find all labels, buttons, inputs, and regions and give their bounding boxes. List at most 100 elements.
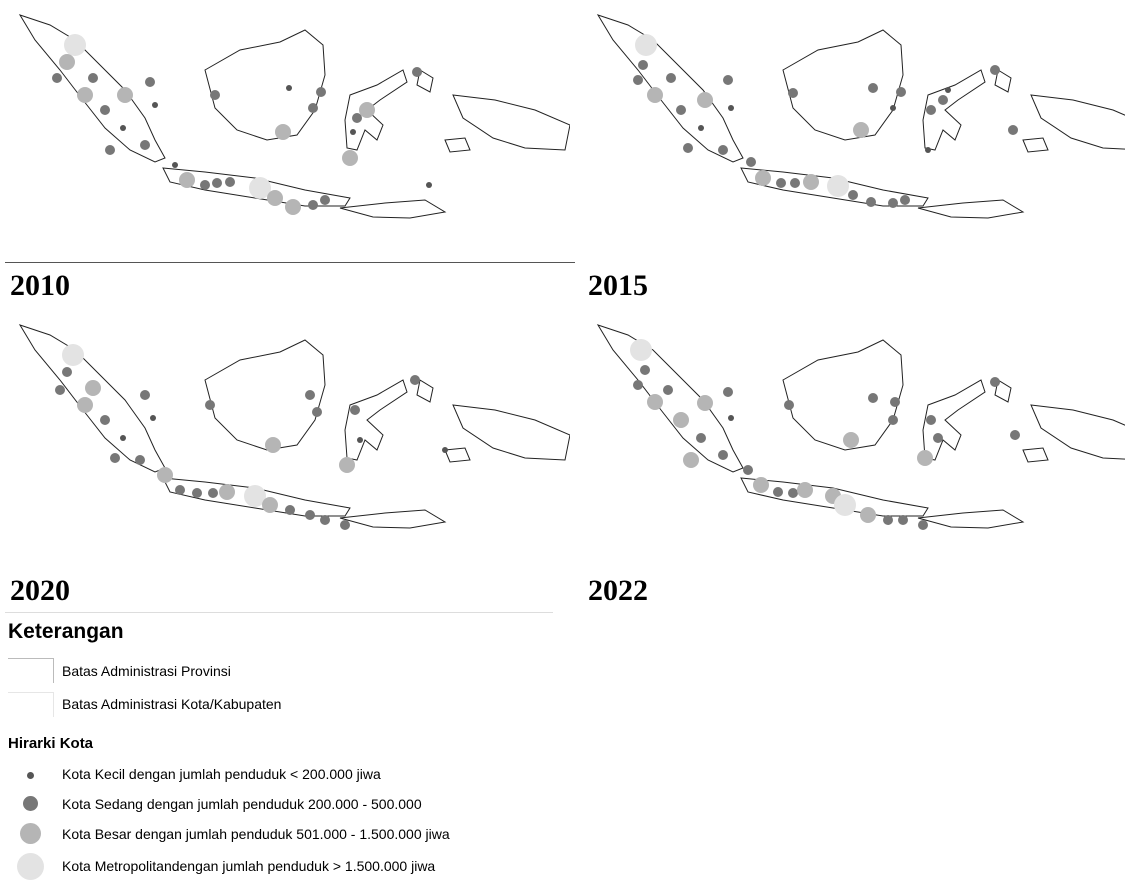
city-dot-metro <box>630 339 652 361</box>
city-dot-besar <box>697 395 713 411</box>
legend-dot-besar <box>20 823 41 844</box>
legend-label-kecil: Kota Kecil dengan jumlah penduduk < 200.… <box>62 766 381 782</box>
city-dot-sedang <box>866 197 876 207</box>
city-dot-besar <box>219 484 235 500</box>
city-dot-kecil <box>728 105 734 111</box>
city-dot-sedang <box>788 88 798 98</box>
city-dot-kecil <box>357 437 363 443</box>
city-dot-metro <box>834 494 856 516</box>
city-dot-besar <box>117 87 133 103</box>
city-dot-sedang <box>140 140 150 150</box>
legend-label-sedang: Kota Sedang dengan jumlah penduduk 200.0… <box>62 796 422 812</box>
regency-boundary-swatch <box>8 692 54 717</box>
city-dot-sedang <box>208 488 218 498</box>
city-dot-kecil <box>120 125 126 131</box>
city-dot-besar <box>843 432 859 448</box>
city-dot-sedang <box>898 515 908 525</box>
island-outline <box>344 379 408 461</box>
city-dot-sedang <box>868 393 878 403</box>
island-outline <box>444 447 471 463</box>
year-label-2010: 2010 <box>10 269 70 302</box>
city-dot-kecil <box>350 129 356 135</box>
city-dot-sedang <box>352 113 362 123</box>
city-dot-besar <box>339 457 355 473</box>
city-dot-besar <box>275 124 291 140</box>
city-dot-sedang <box>926 415 936 425</box>
city-dot-sedang <box>320 195 330 205</box>
city-dot-sedang <box>200 180 210 190</box>
city-dot-besar <box>697 92 713 108</box>
city-dot-sedang <box>100 105 110 115</box>
city-dot-sedang <box>110 453 120 463</box>
city-dot-besar <box>265 437 281 453</box>
city-dot-metro <box>64 34 86 56</box>
city-dot-sedang <box>100 415 110 425</box>
city-dot-sedang <box>888 415 898 425</box>
map-2022 <box>596 324 1125 530</box>
city-dot-kecil <box>728 415 734 421</box>
map-panel-2010 <box>5 0 570 260</box>
city-dot-sedang <box>723 75 733 85</box>
city-dot-sedang <box>784 400 794 410</box>
city-dot-besar <box>359 102 375 118</box>
city-dot-sedang <box>55 385 65 395</box>
year-label-2020: 2020 <box>10 574 70 607</box>
city-dot-sedang <box>225 177 235 187</box>
city-dot-besar <box>157 467 173 483</box>
city-dot-sedang <box>990 377 1000 387</box>
city-dot-sedang <box>205 400 215 410</box>
island-outline <box>444 137 471 153</box>
city-dot-sedang <box>88 73 98 83</box>
city-dot-sedang <box>210 90 220 100</box>
city-dot-sedang <box>790 178 800 188</box>
island-outline <box>596 324 744 473</box>
city-dot-sedang <box>312 407 322 417</box>
city-dot-kecil <box>426 182 432 188</box>
city-dot-kecil <box>150 415 156 421</box>
city-dot-besar <box>803 174 819 190</box>
map-panel-2020 <box>5 310 570 570</box>
city-dot-besar <box>262 497 278 513</box>
city-dot-sedang <box>933 433 943 443</box>
island-outline <box>917 509 1025 529</box>
city-dot-besar <box>860 507 876 523</box>
legend-label-province: Batas Administrasi Provinsi <box>62 663 231 679</box>
year-label-2022: 2022 <box>588 574 648 607</box>
city-dot-sedang <box>788 488 798 498</box>
legend-dot-sedang <box>23 796 38 811</box>
city-dot-sedang <box>638 60 648 70</box>
island-outline <box>994 69 1012 93</box>
island-outline <box>339 199 447 219</box>
city-dot-besar <box>647 87 663 103</box>
city-dot-sedang <box>718 450 728 460</box>
city-dot-kecil <box>698 125 704 131</box>
city-dot-besar <box>797 482 813 498</box>
city-dot-sedang <box>308 103 318 113</box>
city-dot-metro <box>635 34 657 56</box>
city-dot-besar <box>755 170 771 186</box>
city-dot-metro <box>249 177 271 199</box>
city-dot-sedang <box>175 485 185 495</box>
city-dot-sedang <box>305 510 315 520</box>
city-dot-sedang <box>140 390 150 400</box>
separator <box>5 262 575 263</box>
city-dot-metro <box>244 485 266 507</box>
city-dot-kecil <box>890 105 896 111</box>
island-outline <box>452 404 570 461</box>
city-dot-sedang <box>105 145 115 155</box>
island-outline <box>162 167 351 207</box>
city-dot-kecil <box>152 102 158 108</box>
city-dot-sedang <box>776 178 786 188</box>
island-outline <box>740 167 929 207</box>
city-dot-sedang <box>990 65 1000 75</box>
city-dot-sedang <box>192 488 202 498</box>
city-dot-sedang <box>340 520 350 530</box>
map-panel-2015 <box>583 0 1125 260</box>
city-dot-sedang <box>900 195 910 205</box>
legend-label-regency: Batas Administrasi Kota/Kabupaten <box>62 696 282 712</box>
legend-label-metro: Kota Metropolitandengan jumlah penduduk … <box>62 858 436 874</box>
map-2010 <box>18 14 570 219</box>
city-dot-sedang <box>666 73 676 83</box>
city-dot-besar <box>59 54 75 70</box>
island-outline <box>452 94 570 151</box>
